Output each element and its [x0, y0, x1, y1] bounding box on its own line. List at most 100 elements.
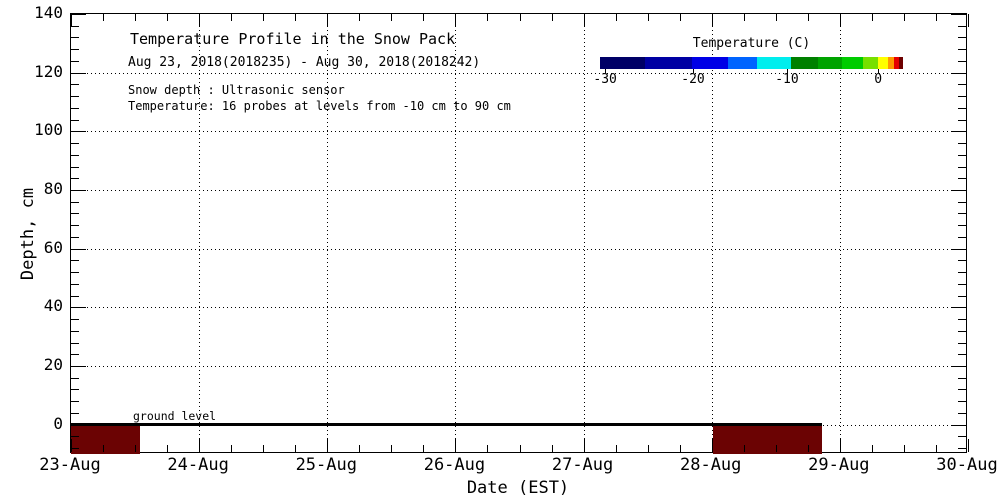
y-tick-label: 40 [43, 296, 63, 316]
y-axis-minor-tick-right [958, 295, 966, 297]
colorbar-segment [817, 57, 842, 69]
temperature-colorbar [600, 57, 903, 69]
x-axis-minor-tick-top [231, 14, 233, 21]
y-axis-minor-tick [71, 143, 79, 145]
colorbar-tick-label: -30 [593, 72, 617, 87]
x-axis-major-tick [583, 439, 585, 452]
y-axis-minor-tick-right [958, 84, 966, 86]
colorbar-segment [887, 57, 894, 69]
x-axis-minor-tick [167, 445, 169, 452]
x-axis-minor-tick-top [679, 14, 681, 21]
colorbar-tick [605, 69, 607, 73]
x-axis-minor-tick [935, 445, 937, 452]
y-axis-major-tick [71, 131, 86, 133]
colorbar-segment [790, 57, 818, 69]
y-tick-label: 100 [34, 120, 63, 140]
x-axis-minor-tick [679, 445, 681, 452]
x-tick-label: 27-Aug [551, 455, 614, 475]
x-axis-minor-tick-top [103, 14, 105, 21]
y-axis-minor-tick-right [958, 389, 966, 391]
y-axis-minor-tick [71, 225, 79, 227]
x-axis-minor-tick [871, 445, 873, 452]
x-axis-minor-tick-top [775, 14, 777, 21]
gridline-horizontal [71, 72, 966, 74]
y-axis-minor-tick [71, 272, 79, 274]
y-axis-major-tick [71, 424, 86, 426]
y-axis-major-tick-right [951, 72, 966, 74]
y-axis-minor-tick-right [958, 225, 966, 227]
y-tick-label: 140 [34, 3, 63, 22]
x-axis-major-tick-top [583, 14, 585, 27]
colorbar-tick-label: 0 [874, 72, 883, 87]
y-axis-minor-tick-right [958, 107, 966, 109]
x-axis-major-tick-top [455, 14, 457, 27]
gridline-vertical [839, 14, 841, 452]
colorbar-segment [756, 57, 791, 69]
y-axis-minor-tick-right [958, 60, 966, 62]
y-axis-major-tick-right [951, 248, 966, 250]
y-axis-minor-tick [71, 389, 79, 391]
y-axis-major-tick [71, 307, 86, 309]
gridline-vertical [199, 14, 201, 452]
x-tick-label: 23-Aug [39, 455, 101, 475]
y-axis-minor-tick-right [958, 143, 966, 145]
colorbar-segment [691, 57, 728, 69]
y-axis-major-tick-right [951, 131, 966, 133]
x-tick-label: 29-Aug [808, 455, 870, 475]
y-axis-minor-tick-right [958, 354, 966, 356]
x-axis-minor-tick-top [903, 14, 905, 21]
x-axis-minor-tick [519, 445, 521, 452]
y-axis-minor-tick [71, 213, 79, 215]
y-axis-major-tick-right [951, 366, 966, 367]
y-axis-minor-tick [71, 260, 79, 262]
y-axis-minor-tick-right [958, 272, 966, 274]
x-axis-major-tick [455, 439, 457, 452]
x-tick-label: 26-Aug [423, 455, 486, 475]
colorbar-tick-label: -20 [681, 72, 705, 87]
y-axis-minor-tick [71, 178, 79, 180]
x-axis-minor-tick [103, 445, 105, 452]
colorbar-segment [862, 57, 878, 69]
x-axis-minor-tick-top [615, 14, 617, 21]
y-axis-minor-tick-right [958, 37, 966, 39]
y-axis-minor-tick-right [958, 154, 966, 156]
colorbar-tick [693, 69, 695, 73]
x-axis-major-tick-top [839, 14, 841, 27]
x-axis-minor-tick-top [263, 14, 265, 21]
x-axis-label: Date (EST) [466, 478, 570, 498]
y-tick-label: 120 [34, 61, 63, 81]
x-axis-minor-tick [359, 445, 361, 452]
chart-title: Temperature Profile in the Snow Pack [130, 30, 456, 48]
x-axis-minor-tick [743, 445, 745, 452]
y-axis-minor-tick-right [958, 319, 966, 321]
x-axis-minor-tick-top [135, 14, 137, 21]
y-axis-minor-tick-right [958, 330, 966, 332]
x-axis-minor-tick [775, 445, 777, 452]
x-axis-major-tick [199, 439, 201, 452]
y-axis-minor-tick [71, 342, 79, 344]
x-tick-label: 28-Aug [679, 455, 742, 475]
y-axis-minor-tick-right [958, 260, 966, 262]
y-axis-minor-tick [71, 283, 79, 285]
y-axis-major-tick [71, 366, 86, 367]
gridline-horizontal [71, 190, 966, 191]
x-axis-minor-tick [423, 445, 425, 452]
y-axis-minor-tick-right [958, 96, 966, 98]
x-axis-minor-tick [263, 445, 265, 452]
y-tick-label: 20 [43, 355, 63, 374]
y-axis-minor-tick-right [958, 436, 966, 438]
colorbar-tick-label: -10 [775, 72, 799, 87]
x-axis-major-tick [839, 439, 841, 452]
x-axis-major-tick-top [327, 14, 329, 27]
y-axis-minor-tick [71, 401, 79, 403]
x-axis-minor-tick-top [295, 14, 297, 21]
y-tick-label: 80 [43, 179, 63, 198]
x-tick-label: 25-Aug [295, 455, 357, 475]
chart-date-range: Aug 23, 2018(2018235) - Aug 30, 2018(201… [128, 55, 481, 70]
colorbar-segment [600, 57, 645, 69]
x-axis-minor-tick-top [359, 14, 361, 21]
y-axis-major-tick [71, 190, 86, 191]
y-axis-minor-tick-right [958, 166, 966, 168]
y-axis-minor-tick [71, 319, 79, 321]
x-axis-major-tick [711, 439, 713, 452]
